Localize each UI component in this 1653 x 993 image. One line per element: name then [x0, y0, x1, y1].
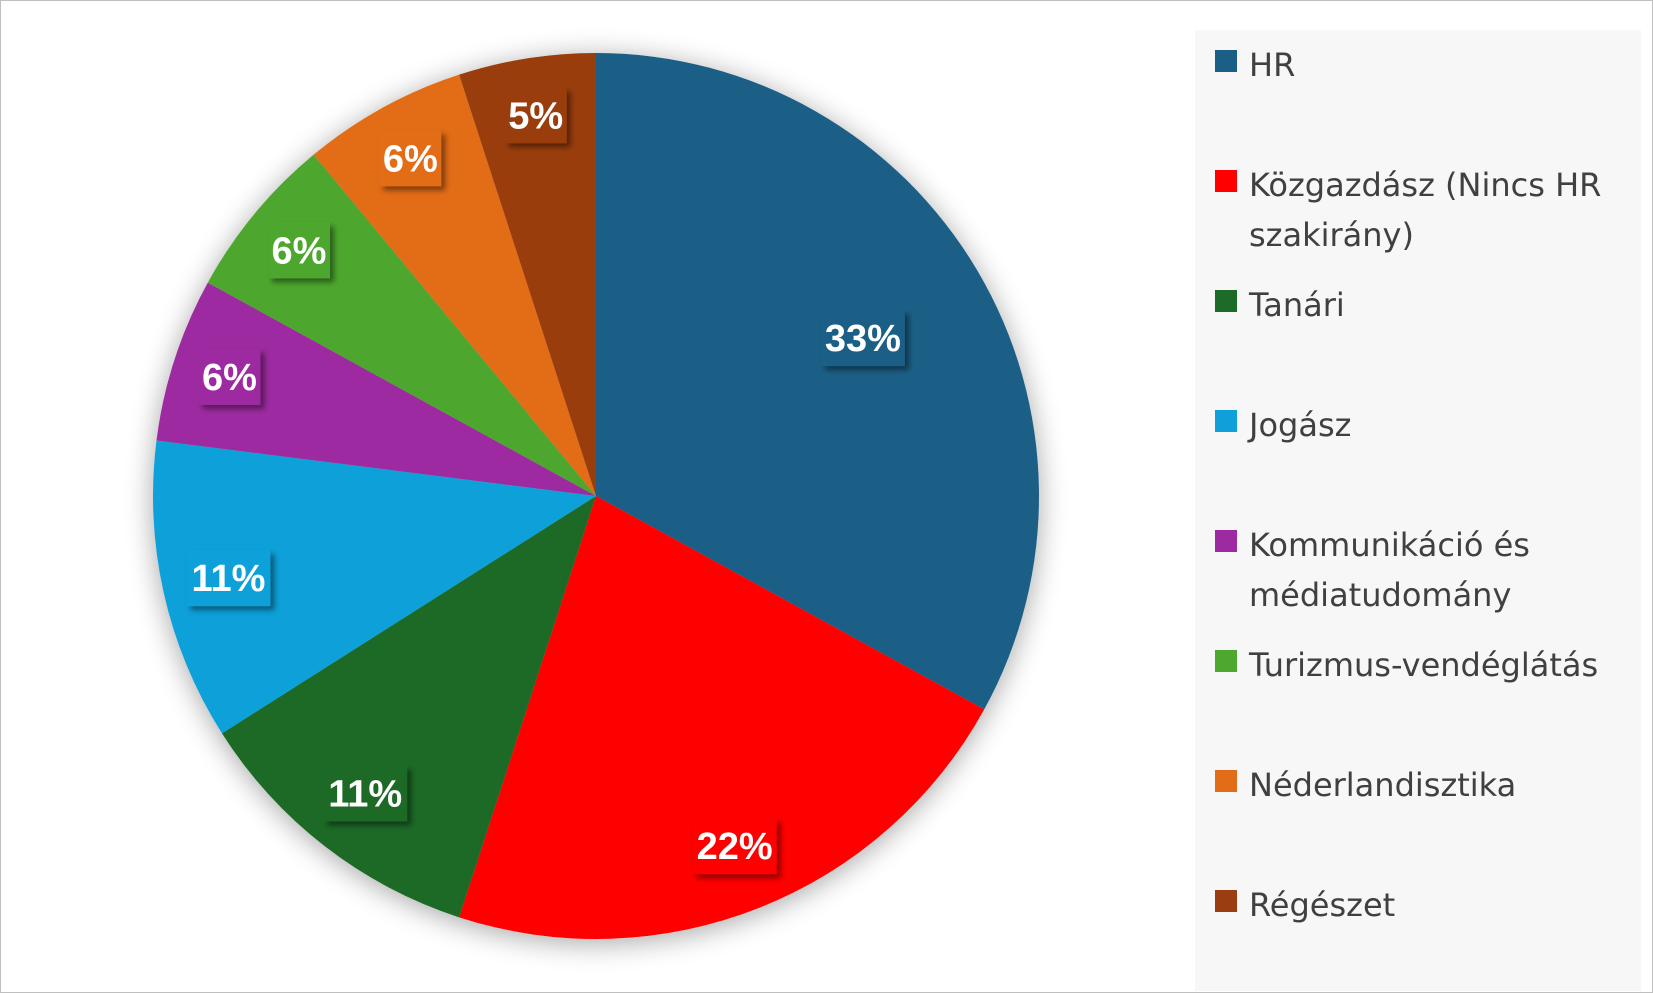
- data-label-4: 11%: [186, 550, 271, 607]
- legend-swatch: [1215, 170, 1237, 192]
- data-label-text: 5%: [508, 95, 563, 137]
- data-label-box: [820, 310, 905, 367]
- legend-item: Kommunikáció és médiatudomány: [1215, 520, 1639, 620]
- pie-slice-3: [221, 496, 596, 918]
- legend-item: Jogász: [1215, 400, 1639, 450]
- legend-label: Kommunikáció és médiatudomány: [1249, 526, 1530, 614]
- legend-item: Tanári: [1215, 280, 1639, 330]
- pie-slice-8: [459, 53, 596, 496]
- legend-label: HR: [1249, 46, 1296, 84]
- legend-item: Turizmus-vendéglátás: [1215, 640, 1639, 690]
- data-label-box: [692, 818, 777, 875]
- data-label-box: [323, 765, 408, 822]
- data-label-text: 11%: [192, 558, 266, 600]
- legend-swatch: [1215, 890, 1237, 912]
- data-label-7: 6%: [379, 130, 442, 187]
- legend: [1195, 30, 1641, 991]
- pie-slice-5: [156, 282, 597, 496]
- legend-label: Néderlandisztika: [1249, 766, 1517, 804]
- legend-label: Közgazdász (Nincs HR szakirány): [1249, 166, 1602, 254]
- pie-slices: [152, 53, 1039, 939]
- legend-swatch: [1215, 770, 1237, 792]
- pie-data-labels: 33% 22% 11% 11% 6% 6% 6% 5%: [186, 87, 905, 875]
- data-label-5: 6%: [198, 348, 261, 405]
- data-label-text: 6%: [272, 230, 327, 272]
- legend-item: Régészet: [1215, 880, 1639, 930]
- data-label-3: 11%: [323, 765, 408, 822]
- data-label-box: [504, 87, 567, 144]
- data-label-text: 6%: [383, 138, 438, 180]
- data-label-text: 22%: [697, 826, 773, 868]
- legend-item: Közgazdász (Nincs HR szakirány): [1215, 160, 1639, 260]
- pie-slice-4: [152, 440, 596, 734]
- data-label-8: 5%: [504, 87, 567, 144]
- legend-label: Turizmus-vendéglátás: [1249, 646, 1599, 684]
- legend-swatch: [1215, 290, 1237, 312]
- data-label-text: 33%: [825, 318, 901, 360]
- pie-slice-2: [459, 496, 985, 939]
- data-label-box: [268, 222, 330, 279]
- legend-swatch: [1215, 410, 1237, 432]
- legend-swatch: [1215, 50, 1237, 72]
- legend-swatch: [1215, 650, 1237, 672]
- legend-label: Tanári: [1249, 286, 1345, 324]
- legend-item: HR: [1215, 40, 1639, 90]
- data-label-box: [379, 130, 442, 187]
- legend-label: Régészet: [1249, 886, 1396, 924]
- legend-swatch: [1215, 530, 1237, 552]
- pie-slice-1: [596, 53, 1039, 710]
- data-label-box: [186, 550, 271, 607]
- data-label-text: 11%: [328, 774, 402, 816]
- data-label-box: [198, 348, 261, 405]
- legend-item: Néderlandisztika: [1215, 760, 1639, 810]
- data-label-text: 6%: [202, 357, 257, 399]
- data-label-1: 33%: [820, 310, 905, 367]
- data-label-6: 6%: [268, 222, 330, 279]
- legend-label: Jogász: [1249, 406, 1352, 444]
- data-label-2: 22%: [692, 818, 777, 875]
